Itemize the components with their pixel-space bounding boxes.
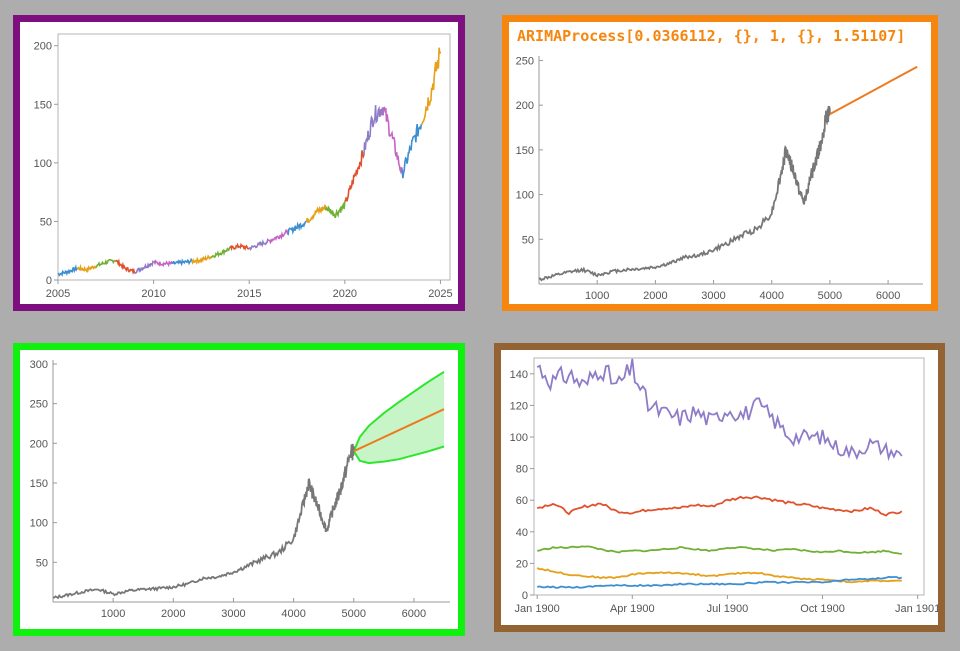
- panel-price-history-colored: 0 50 100 150 200 2005 2010 2015 2020 2025: [13, 15, 465, 311]
- y-tick-label: 40: [516, 527, 528, 539]
- y-tick-label: 60: [516, 495, 528, 507]
- series-year-2010: [152, 259, 174, 268]
- chart-forecast-band: 50 100 150 200 250 300 1000 2000 3000 4000 5000 600…: [30, 359, 450, 620]
- y-tick-label: 120: [510, 400, 528, 412]
- x-tick-label: 5000: [818, 290, 842, 302]
- y-tick-label: 250: [30, 399, 48, 411]
- series-4: [536, 567, 902, 584]
- x-tick-label: 2015: [237, 288, 261, 300]
- y-tick-label: 140: [510, 369, 528, 381]
- series-year-2015: [248, 238, 269, 252]
- y-tick-label: 200: [30, 438, 48, 450]
- series-year-2008: [115, 258, 136, 276]
- x-tick-label: Oct 1900: [800, 603, 845, 615]
- y-tick-label: 50: [36, 557, 48, 569]
- y-tick-label: 200: [34, 41, 52, 53]
- x-tick-label: 6000: [876, 290, 900, 302]
- series-history: [538, 105, 831, 282]
- chart-multi-series: 0 20 40 60 80 100 120 140 Jan 1900 Apr 1900 Jul 19…: [510, 357, 938, 615]
- series-3: [537, 545, 902, 555]
- x-tick-label: 5000: [342, 608, 366, 620]
- series-year-2012: [191, 254, 212, 266]
- x-tick-label: 2000: [161, 608, 185, 620]
- x-tick-label: Apr 1900: [610, 603, 655, 615]
- series-year-2021: [363, 105, 384, 155]
- y-tick-label: 100: [30, 518, 48, 530]
- panel-multi-series: 0 20 40 60 80 100 120 140 Jan 1900 Apr 1900 Jul 19…: [494, 343, 945, 632]
- x-tick-label: 3000: [221, 608, 245, 620]
- y-tick-label: 100: [516, 190, 534, 202]
- y-tick-label: 150: [516, 145, 534, 157]
- x-tick-label: 4000: [759, 290, 783, 302]
- series-year-2017: [286, 220, 307, 236]
- plot-frame: [533, 357, 925, 596]
- y-tick-label: 150: [30, 478, 48, 490]
- y-tick-label: 100: [510, 432, 528, 444]
- series-year-2009: [134, 260, 155, 275]
- chart-price-history-colored: 0 50 100 150 200 2005 2010 2015 2020 2025: [34, 33, 453, 300]
- series-forecast: [353, 408, 445, 453]
- y-tick-label: 300: [30, 359, 48, 371]
- x-tick-label: 2000: [643, 290, 667, 302]
- chart-title: ARIMAProcess[0.0366112, {}, 1, {}, 1.511…: [517, 27, 905, 45]
- series-history: [52, 443, 355, 600]
- forecast-band: [353, 371, 444, 464]
- series-1: [536, 358, 903, 462]
- x-tick-label: 4000: [281, 608, 305, 620]
- series-2: [536, 495, 903, 517]
- x-tick-label: Jul 1900: [707, 603, 749, 615]
- series-year-2007: [95, 258, 116, 268]
- y-tick-label: 80: [516, 464, 528, 476]
- x-tick-label: Jan 1900: [515, 603, 560, 615]
- series-year-2013: [210, 246, 231, 259]
- series-year-2023: [401, 123, 423, 179]
- x-tick-label: Jan 1901: [895, 603, 938, 615]
- series-year-2011: [171, 257, 193, 267]
- forecast-lower-bound: [352, 445, 445, 465]
- series-year-2018: [305, 204, 327, 223]
- x-tick-label: 2020: [333, 288, 357, 300]
- series-year-2014: [229, 242, 250, 252]
- series-year-2019: [324, 201, 346, 219]
- series-year-2016: [267, 229, 289, 245]
- forecast-upper-bound: [352, 371, 445, 452]
- x-tick-label: 2025: [428, 288, 452, 300]
- series-5: [537, 575, 903, 589]
- y-tick-label: 0: [522, 590, 528, 602]
- y-tick-label: 250: [516, 55, 534, 67]
- y-tick-label: 200: [516, 100, 534, 112]
- y-tick-label: 50: [522, 234, 534, 246]
- y-tick-label: 0: [46, 275, 52, 287]
- x-tick-label: 6000: [402, 608, 426, 620]
- y-tick-label: 20: [516, 558, 528, 570]
- x-tick-label: 2010: [141, 288, 165, 300]
- series-forecast: [829, 65, 918, 115]
- series-year-2022: [382, 106, 403, 175]
- plot-frame: [57, 33, 451, 281]
- series-year-2024: [421, 47, 442, 125]
- y-tick-label: 150: [34, 99, 52, 111]
- series-year-2005: [57, 264, 78, 278]
- series-year-2020: [344, 150, 365, 202]
- panel-forecast-band: 50 100 150 200 250 300 1000 2000 3000 4000 5000 600…: [13, 343, 465, 636]
- x-tick-label: 1000: [585, 290, 609, 302]
- x-tick-label: 2005: [46, 288, 70, 300]
- y-tick-label: 100: [34, 158, 52, 170]
- x-tick-label: 1000: [101, 608, 125, 620]
- series-year-2006: [76, 263, 97, 274]
- x-tick-label: 3000: [701, 290, 725, 302]
- panel-arima-forecast: 50 100 150 200 250 1000 2000 3000 4000 5000 6000 AR…: [502, 15, 938, 311]
- y-tick-label: 50: [40, 216, 52, 228]
- chart-arima-forecast: 50 100 150 200 250 1000 2000 3000 4000 5000 6000 AR…: [516, 27, 923, 302]
